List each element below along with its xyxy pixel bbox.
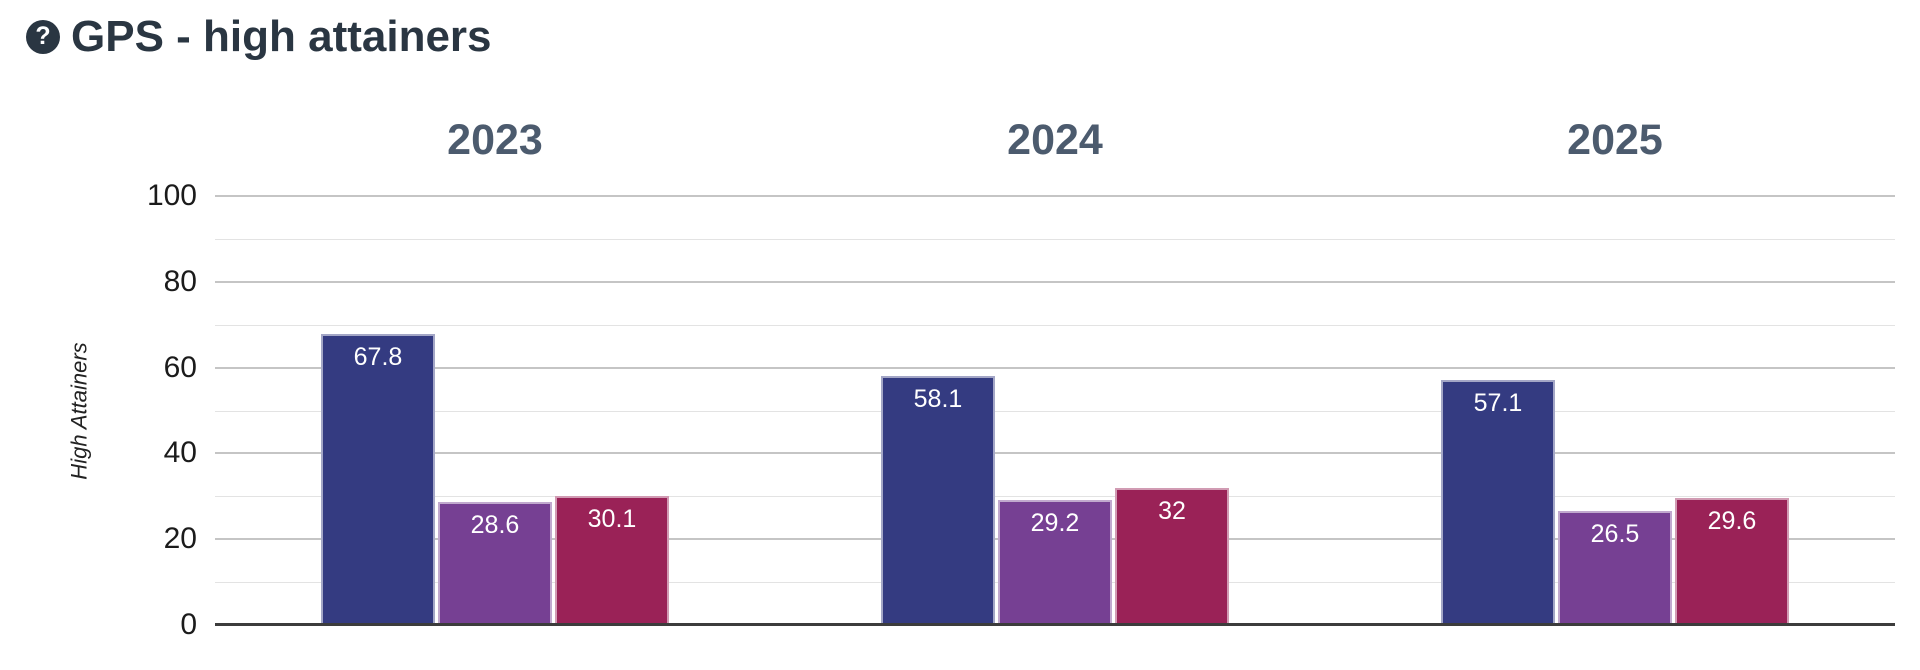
y-tick-100: 100 — [146, 179, 197, 212]
bar-value-label: 58.1 — [913, 384, 963, 413]
page-title: GPS - high attainers — [71, 12, 492, 61]
y-tick-20: 20 — [163, 522, 197, 556]
bar-2024-navy[interactable]: 58.1 — [881, 375, 995, 625]
help-icon[interactable]: ? — [26, 20, 60, 54]
gridline-40 — [215, 452, 1895, 455]
bar-value-label: 29.6 — [1707, 507, 1757, 536]
bar-value-label: 57.1 — [1473, 389, 1523, 418]
bar-2023-crimson[interactable]: 30.1 — [555, 495, 669, 625]
bar-value-label: 32 — [1158, 496, 1186, 525]
gridline-50 — [215, 410, 1895, 412]
gridline-80 — [215, 280, 1895, 283]
bar-value-label: 29.2 — [1030, 508, 1080, 537]
bar-2025-purple[interactable]: 26.5 — [1558, 511, 1672, 625]
plot-area: 67.8 28.6 30.1 58.1 29.2 32 57.1 26.5 29.6 — [215, 195, 1895, 626]
gridline-90 — [215, 238, 1895, 240]
gridline-30 — [215, 496, 1895, 498]
y-tick-40: 40 — [163, 436, 197, 470]
bar-2024-purple[interactable]: 29.2 — [998, 499, 1112, 625]
bar-2023-purple[interactable]: 28.6 — [438, 502, 552, 625]
bar-2025-crimson[interactable]: 29.6 — [1675, 498, 1789, 625]
x-axis-line — [215, 623, 1895, 626]
bar-2024-crimson[interactable]: 32 — [1115, 487, 1229, 625]
category-header-2024: 2024 — [1007, 116, 1103, 164]
title-row: ? GPS - high attainers — [26, 12, 492, 62]
y-tick-80: 80 — [163, 264, 197, 298]
y-axis-title: High Attainers — [58, 196, 102, 625]
bar-value-label: 30.1 — [587, 504, 637, 533]
y-tick-0: 0 — [180, 608, 197, 641]
gridline-100 — [215, 195, 1895, 197]
bar-2023-navy[interactable]: 67.8 — [321, 334, 435, 625]
bar-value-label: 26.5 — [1590, 520, 1640, 549]
bar-value-label: 28.6 — [470, 511, 520, 540]
gridline-60 — [215, 366, 1895, 369]
category-header-2023: 2023 — [447, 116, 543, 164]
bar-2025-navy[interactable]: 57.1 — [1441, 380, 1555, 625]
bar-value-label: 67.8 — [353, 343, 403, 372]
gridline-70 — [215, 324, 1895, 326]
y-tick-60: 60 — [163, 350, 197, 384]
category-header-2025: 2025 — [1567, 116, 1663, 164]
